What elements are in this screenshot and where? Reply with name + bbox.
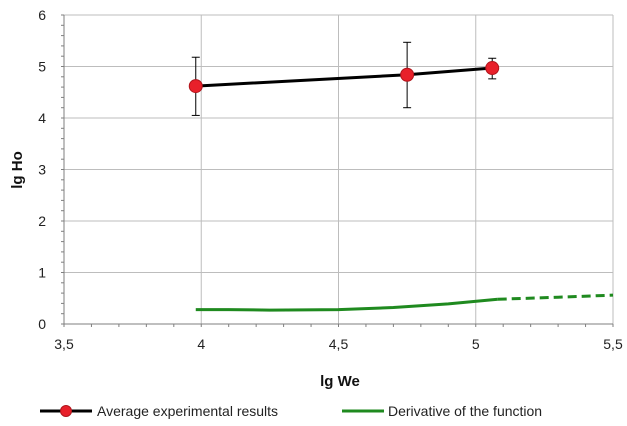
legend-marker-average-experimental-results	[60, 405, 72, 417]
y-tick-label: 1	[38, 265, 46, 281]
y-tick-label: 3	[38, 162, 46, 178]
legend: Average experimental results Derivative o…	[40, 403, 542, 419]
y-tick-label: 0	[38, 316, 46, 332]
x-axis-title: lg We	[320, 373, 360, 390]
series-line-derivative-of-the-function	[195, 297, 498, 312]
axes	[61, 14, 614, 327]
y-tick-label: 6	[38, 7, 46, 23]
y-tick-label: 2	[38, 213, 46, 229]
data-point	[485, 61, 500, 76]
x-tick-label: 5,5	[603, 336, 623, 352]
x-tick-label: 5	[472, 336, 480, 352]
series-line-derivative-extrapolation	[497, 293, 614, 301]
data-point	[188, 79, 203, 94]
legend-label-average-experimental-results: Average experimental results	[97, 403, 278, 419]
x-tick-label: 3,5	[54, 336, 74, 352]
tick-labels: 3,5 4 4,5 5 5,5 0 1 2 3 4 5 6	[38, 7, 623, 352]
y-axis-title: lg Ho	[9, 151, 26, 189]
series-layer	[188, 41, 614, 312]
x-tick-label: 4,5	[329, 336, 349, 352]
legend-label-derivative-of-the-function: Derivative of the function	[388, 403, 542, 419]
y-tick-label: 5	[38, 59, 46, 75]
data-point	[400, 67, 415, 82]
x-tick-label: 4	[197, 336, 205, 352]
y-tick-label: 4	[38, 110, 46, 126]
